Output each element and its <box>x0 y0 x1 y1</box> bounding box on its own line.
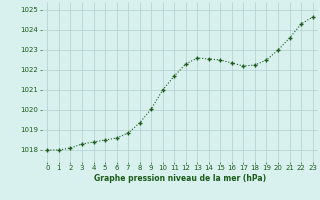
X-axis label: Graphe pression niveau de la mer (hPa): Graphe pression niveau de la mer (hPa) <box>94 174 266 183</box>
